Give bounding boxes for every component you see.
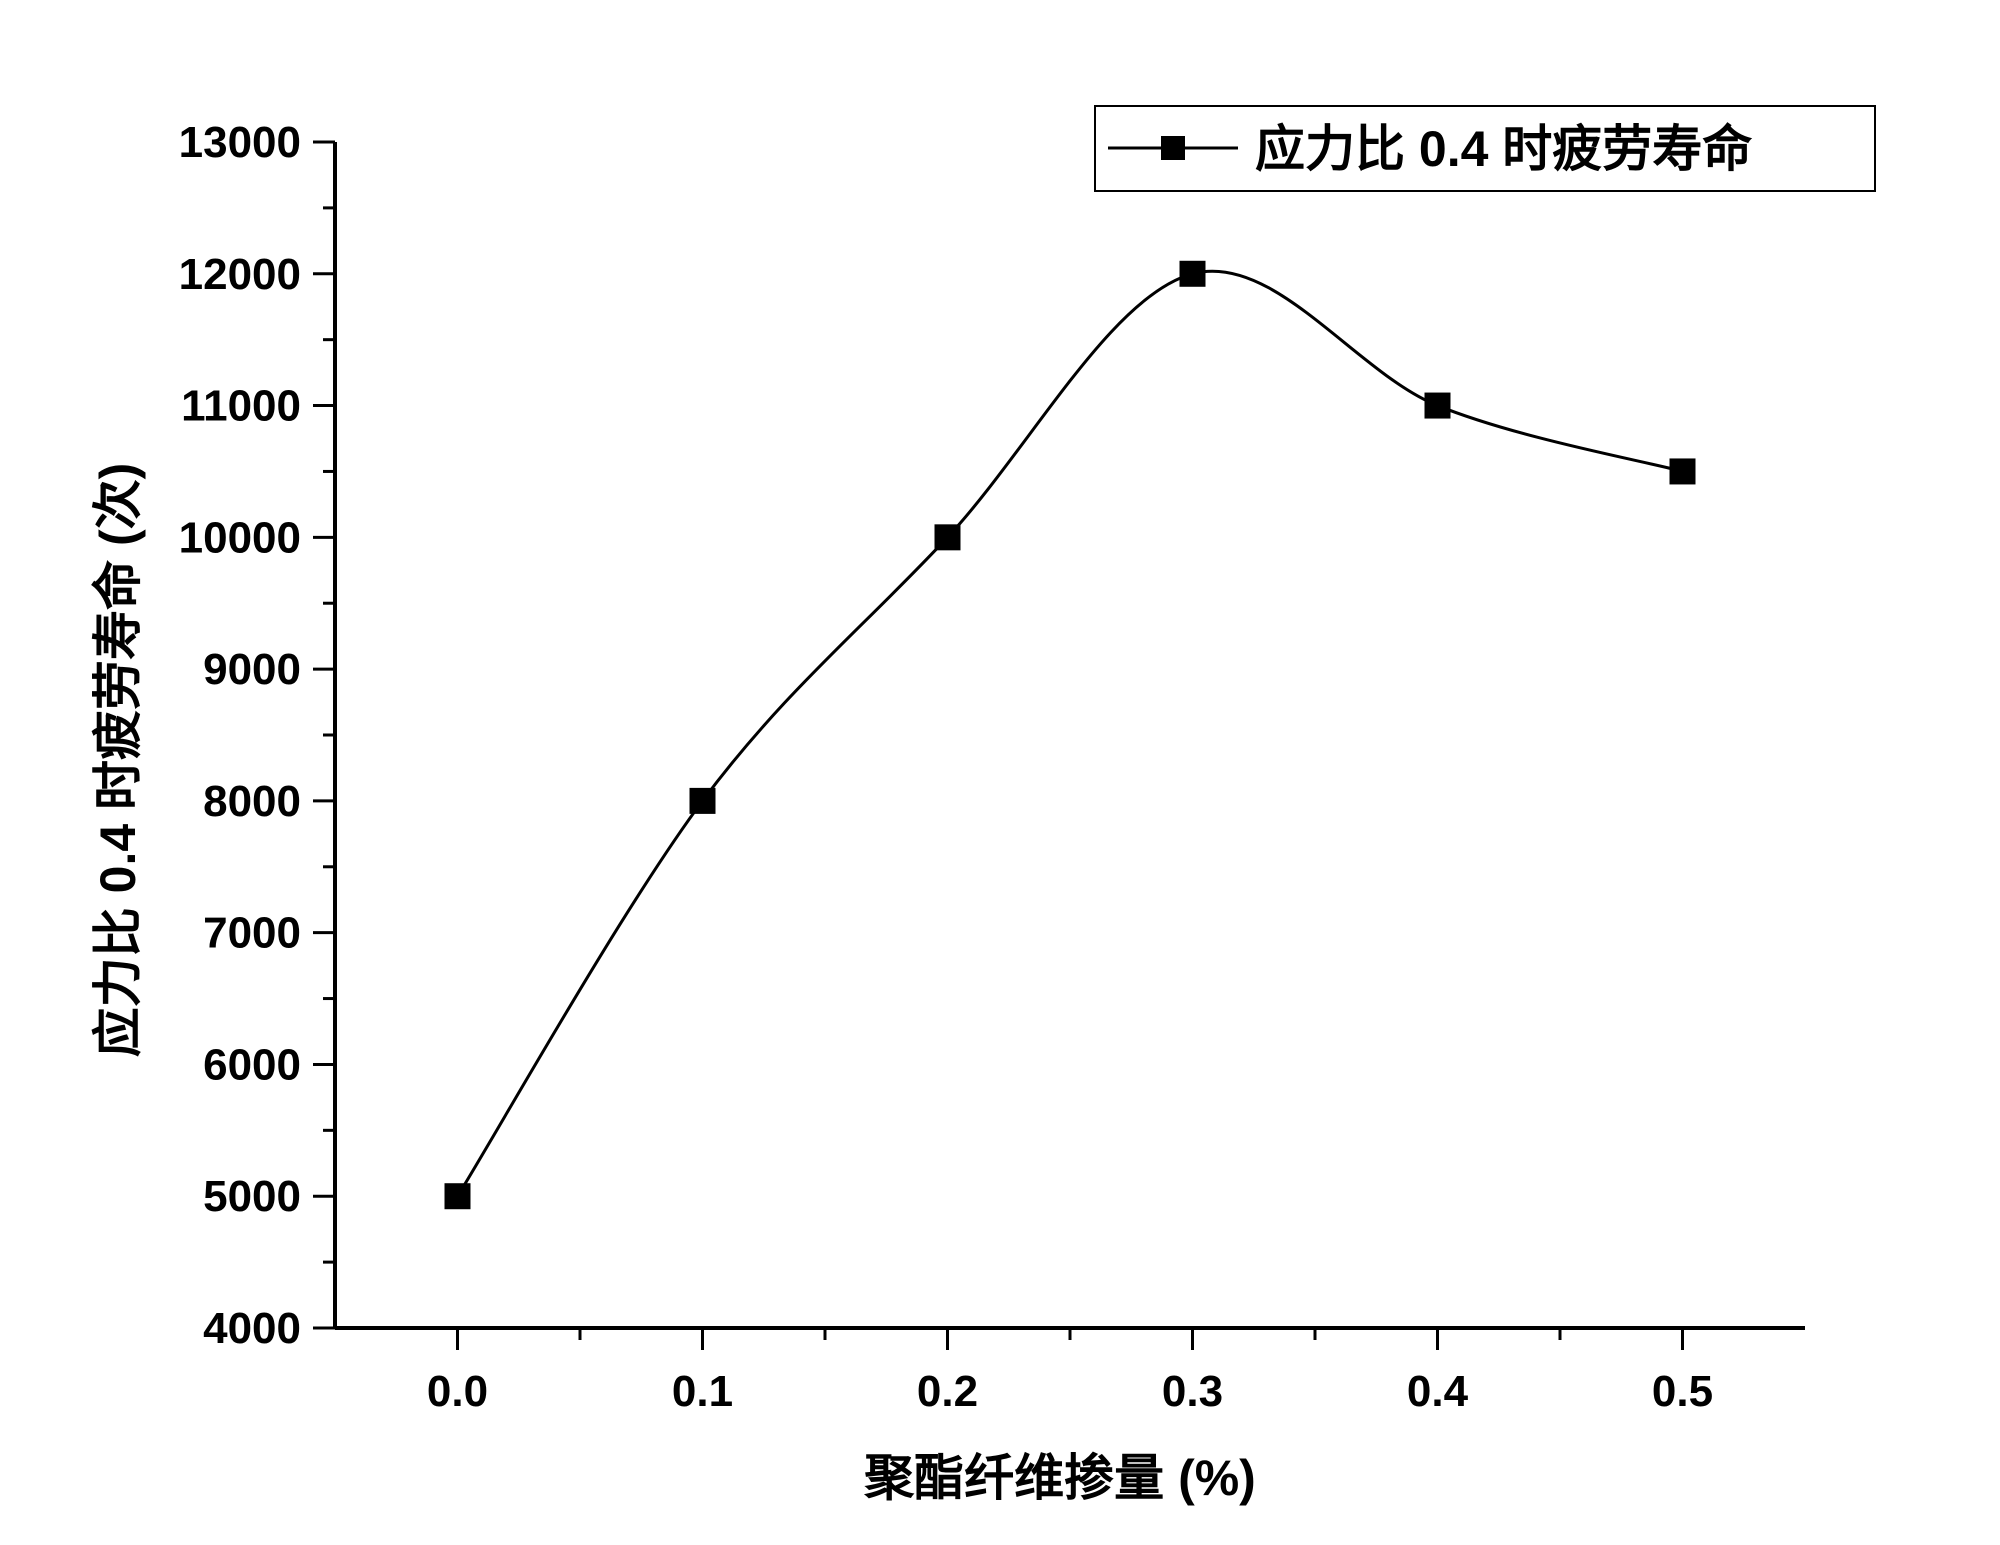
data-point (689, 787, 716, 814)
y-tick-label: 6000 (203, 1040, 301, 1089)
data-point (1179, 260, 1206, 287)
y-tick-label: 13000 (179, 118, 301, 167)
y-tick-label: 5000 (203, 1172, 301, 1221)
axes: 4000 5000 6000 7000 8000 9000 10000 11000 12000 1… (179, 118, 1805, 1416)
legend-label: 应力比 0.4 时疲劳寿命 (1255, 121, 1752, 177)
y-tick-label: 7000 (203, 909, 301, 958)
data-point (1424, 392, 1451, 419)
x-axis-title: 聚酯纤维掺量 (%) (863, 1450, 1256, 1506)
series-line (456, 269, 1683, 1198)
x-tick-label: 0.2 (917, 1367, 978, 1416)
y-tick-label: 9000 (203, 645, 301, 694)
y-axis-title: 应力比 0.4 时疲劳寿命 (次) (90, 463, 146, 1057)
x-tick-label: 0.5 (1652, 1367, 1713, 1416)
legend-marker (1161, 136, 1185, 160)
series-layer (444, 260, 1696, 1210)
y-tick-label: 12000 (179, 250, 301, 299)
x-tick-label: 0.4 (1407, 1367, 1469, 1416)
data-point (934, 524, 961, 551)
x-tick-label: 0.1 (672, 1367, 733, 1416)
legend: 应力比 0.4 时疲劳寿命 (1094, 105, 1876, 192)
x-tick-label: 0.0 (427, 1367, 488, 1416)
y-tick-label: 11000 (181, 382, 301, 431)
y-tick-label: 4000 (203, 1304, 301, 1353)
y-tick-label: 10000 (179, 513, 301, 562)
data-point (1669, 458, 1696, 485)
y-tick-label: 8000 (203, 777, 301, 826)
data-point (444, 1183, 471, 1210)
x-tick-label: 0.3 (1162, 1367, 1223, 1416)
